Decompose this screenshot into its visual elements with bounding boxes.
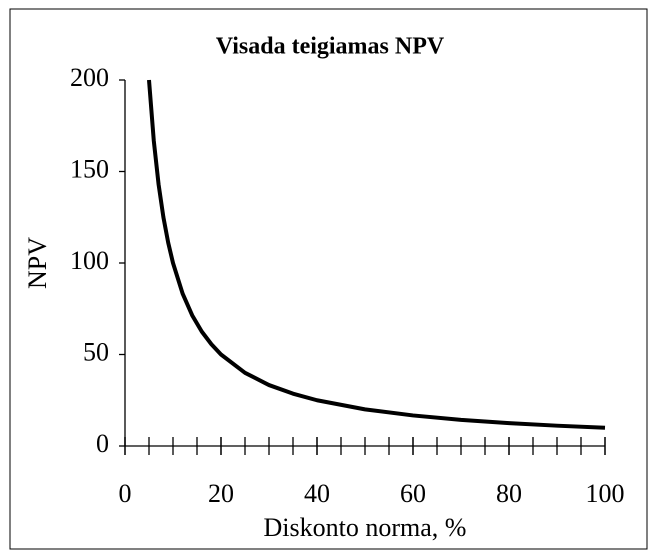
x-tick-label: 80 [496, 479, 522, 508]
y-tick-label: 200 [70, 63, 109, 92]
x-tick-label: 100 [586, 479, 625, 508]
chart-title: Visada teigiamas NPV [216, 34, 445, 60]
x-tick-label: 0 [119, 479, 132, 508]
chart-border [9, 8, 648, 550]
x-tick-label: 40 [304, 479, 330, 508]
y-tick-label: 150 [70, 154, 109, 183]
x-axis-label: Diskonto norma, % [264, 513, 467, 542]
x-tick-label: 60 [400, 479, 426, 508]
x-tick-label: 20 [208, 479, 234, 508]
y-axis-label: NPV [23, 237, 52, 289]
line-series [147, 79, 606, 430]
y-tick-label: 0 [96, 429, 109, 458]
y-tick-label: 50 [83, 337, 109, 366]
y-tick-label: 100 [70, 246, 109, 275]
